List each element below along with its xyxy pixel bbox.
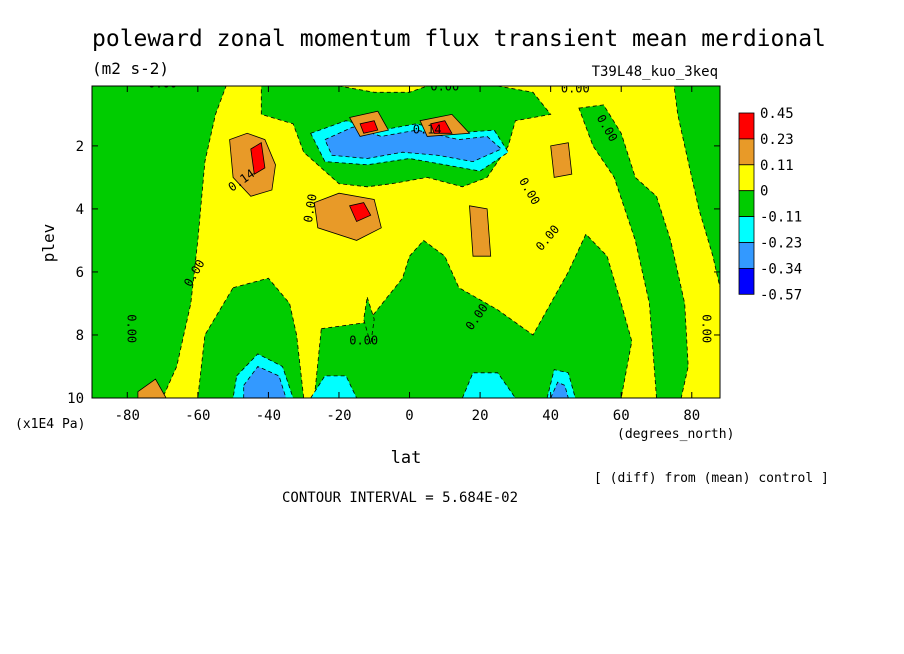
legend-swatch (738, 267, 755, 295)
contour-label: 0.00 (430, 80, 459, 94)
x-tick-label: -80 (115, 408, 140, 424)
contour-region-neg1 (673, 86, 720, 288)
x-tick-label: 80 (683, 408, 700, 424)
contour-region-pos1 (550, 142, 573, 178)
contour-region-neg3 (243, 366, 287, 398)
contour-region-pos1 (229, 132, 276, 197)
contour-region-neg1 (313, 233, 633, 398)
legend-swatch (738, 190, 755, 217)
contour-fill-layer (92, 86, 720, 398)
x-axis-label: lat (391, 448, 422, 468)
contour-region-neg1 (92, 86, 227, 398)
contour-region-pos2 (430, 120, 453, 134)
legend-label: 0.23 (760, 132, 794, 148)
x-units-label: (degrees_north) (617, 427, 734, 442)
y-tick-label: 8 (76, 328, 84, 344)
legend-label: -0.34 (760, 261, 802, 277)
contour-label: 0.00 (124, 314, 138, 343)
contour-label: 0.00 (699, 314, 713, 343)
experiment-label: T39L48_kuo_3keq (592, 64, 718, 80)
chart-title: poleward zonal momentum flux transient m… (92, 26, 826, 52)
y-tick-label: 4 (76, 202, 84, 218)
units-label: (m2 s-2) (92, 59, 169, 78)
x-tick-label: -20 (326, 408, 351, 424)
x-tick-label: -40 (256, 408, 281, 424)
y-tick-label: 2 (76, 139, 84, 155)
contour-region-neg1 (363, 297, 375, 345)
legend-swatch (738, 138, 755, 166)
contour-label: 0.00 (301, 193, 320, 224)
contour-region-pos2 (349, 202, 372, 223)
contour-label: 0.00 (349, 333, 378, 347)
x-axis: -80 -60 -40 -20 0 20 40 60 80 (115, 86, 700, 424)
y-tick-label: 10 (67, 391, 84, 407)
x-tick-label: -60 (185, 408, 210, 424)
contour-interval-text: CONTOUR INTERVAL = 5.684E-02 (282, 490, 518, 506)
y-axis-label: plev (39, 224, 58, 263)
contour-region-pos2 (359, 120, 379, 134)
contour-region-neg2 (310, 375, 358, 398)
x-tick-label: 20 (472, 408, 489, 424)
y-axis: 2 4 6 8 10 (67, 139, 720, 407)
legend-label: 0.11 (760, 158, 794, 174)
legend-label: -0.57 (760, 287, 802, 303)
x-tick-label: 0 (405, 408, 413, 424)
x-tick-label: 60 (613, 408, 630, 424)
contour-label: 0.00 (148, 77, 177, 91)
contour-region-neg2 (461, 372, 516, 398)
x-tick-label: 40 (542, 408, 559, 424)
contour-region-pos2 (250, 142, 266, 175)
y-units-label: (x1E4 Pa) (15, 417, 85, 432)
contour-label: 0.00 (561, 81, 590, 95)
legend-swatch (738, 216, 755, 243)
contour-region-neg1 (578, 104, 689, 398)
contour-region-neg3 (324, 126, 503, 163)
plot-frame (91, 85, 721, 399)
contour-region-neg3 (550, 381, 569, 398)
legend-swatch (738, 164, 755, 192)
legend-swatch (738, 242, 755, 269)
legend-label: 0.45 (760, 106, 794, 122)
legend-label: -0.23 (760, 236, 802, 252)
contour-region-pos1 (137, 378, 167, 398)
contour-region-pos1 (469, 205, 492, 257)
contour-label: 0.14 (413, 122, 442, 136)
color-legend: 0.45 0.23 0.11 0 -0.11 -0.23 -0.34 -0.57 (738, 106, 802, 303)
y-tick-label: 6 (76, 265, 84, 281)
legend-label: -0.11 (760, 210, 802, 226)
diff-note: [ (diff) from (mean) control ] (594, 471, 829, 486)
legend-label: 0 (760, 184, 768, 200)
legend-swatch (738, 112, 755, 140)
